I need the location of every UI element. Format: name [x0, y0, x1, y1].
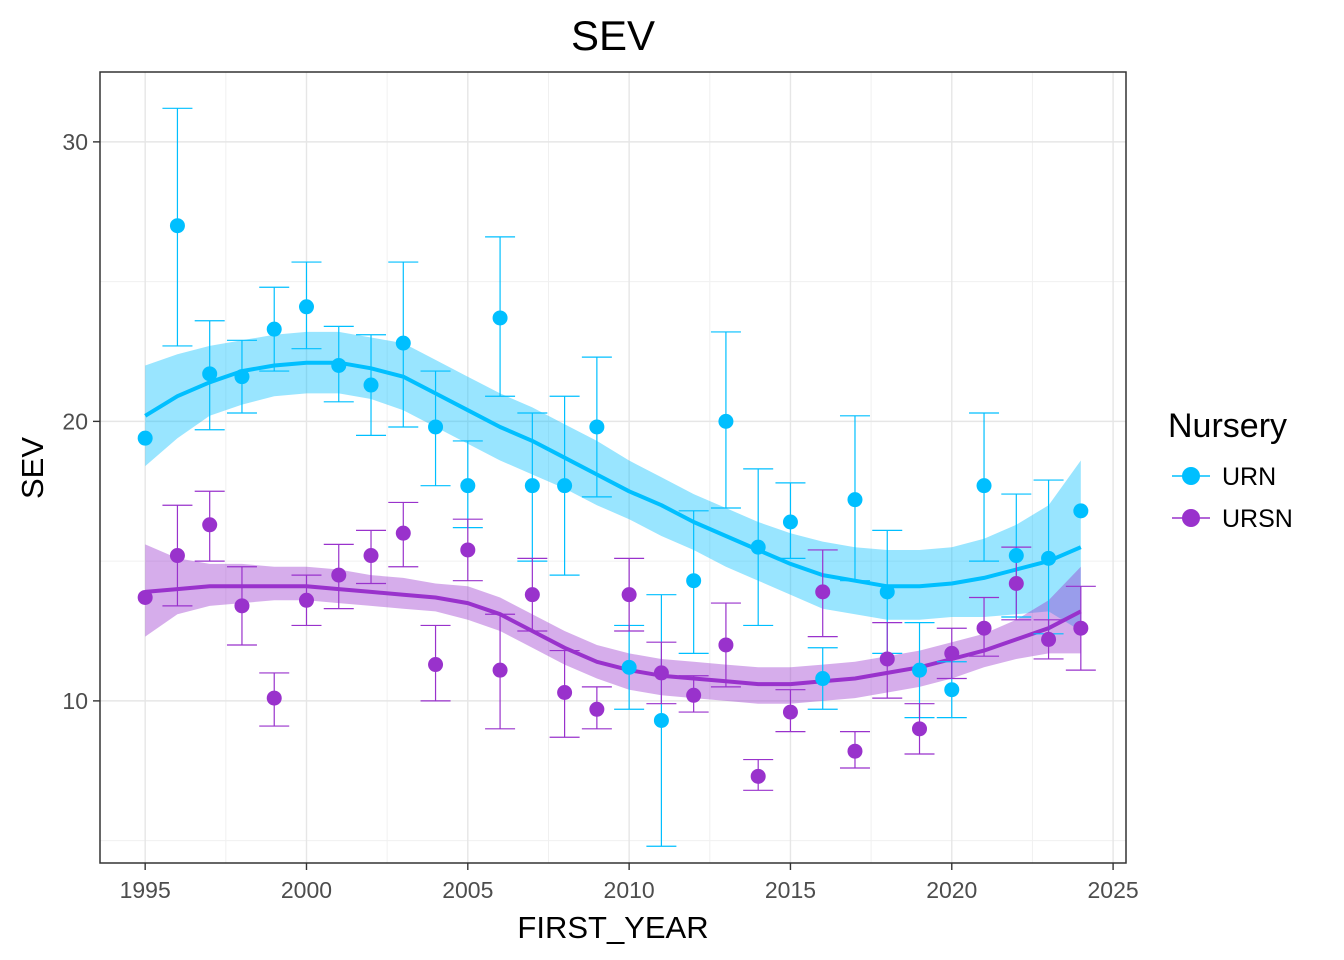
data-point-ursn	[944, 645, 960, 661]
data-point-ursn	[718, 637, 734, 653]
x-tick-label: 2010	[604, 877, 655, 903]
plot-border	[99, 71, 1127, 864]
data-point-ursn	[331, 567, 347, 583]
data-point-urn	[395, 335, 411, 351]
data-point-urn	[589, 419, 605, 435]
data-point-ursn	[782, 704, 798, 720]
x-tick-label: 2000	[281, 877, 332, 903]
x-tick-label: 1995	[120, 877, 171, 903]
data-point-ursn	[879, 651, 895, 667]
data-point-ursn	[653, 665, 669, 681]
data-point-urn	[460, 478, 476, 494]
data-point-ursn	[266, 690, 282, 706]
data-point-urn	[557, 478, 573, 494]
x-axis: 1995 2000 2005 2010 2015 2020 2025	[120, 863, 1139, 903]
y-axis: 10 20 30	[62, 129, 100, 714]
data-point-urn	[169, 218, 185, 234]
data-point-urn	[428, 419, 444, 435]
data-point-ursn	[395, 525, 411, 541]
y-tick-label: 20	[62, 408, 88, 434]
data-point-ursn	[234, 598, 250, 614]
x-tick-label: 2015	[765, 877, 816, 903]
data-point-ursn	[912, 721, 928, 737]
data-point-ursn	[589, 701, 605, 717]
data-point-urn	[524, 478, 540, 494]
data-point-ursn	[1008, 575, 1024, 591]
data-point-ursn	[137, 589, 153, 605]
data-point-urn	[912, 662, 928, 678]
data-point-urn	[686, 573, 702, 589]
chart-title: SEV	[571, 12, 655, 59]
legend-key-point	[1182, 509, 1200, 527]
data-point-urn	[815, 671, 831, 687]
data-point-ursn	[363, 548, 379, 564]
data-points	[137, 218, 1089, 784]
data-point-urn	[653, 712, 669, 728]
data-point-urn	[234, 369, 250, 385]
data-point-urn	[202, 366, 218, 382]
data-point-ursn	[1073, 620, 1089, 636]
legend: Nursery URN URSN	[1168, 407, 1293, 533]
data-point-urn	[1073, 503, 1089, 519]
data-point-ursn	[169, 548, 185, 564]
smooth-line-urn	[144, 360, 1082, 589]
data-point-urn	[750, 539, 766, 555]
legend-label: URSN	[1222, 505, 1293, 533]
data-point-ursn	[750, 768, 766, 784]
data-point-urn	[976, 478, 992, 494]
data-point-urn	[298, 299, 314, 315]
data-point-ursn	[815, 584, 831, 600]
x-tick-label: 2025	[1088, 877, 1139, 903]
plot-background	[100, 72, 1126, 863]
data-point-urn	[1008, 548, 1024, 564]
data-point-ursn	[976, 620, 992, 636]
data-point-ursn	[428, 657, 444, 673]
data-point-ursn	[1041, 631, 1057, 647]
legend-label: URN	[1222, 463, 1276, 491]
data-point-urn	[718, 413, 734, 429]
data-point-ursn	[298, 592, 314, 608]
legend-key-urn	[1172, 467, 1210, 485]
legend-key-ursn	[1172, 509, 1210, 527]
legend-key-point	[1182, 467, 1200, 485]
data-point-urn	[137, 430, 153, 446]
data-point-ursn	[202, 517, 218, 533]
data-point-ursn	[621, 587, 637, 603]
data-point-urn	[879, 584, 895, 600]
data-point-urn	[1041, 550, 1057, 566]
data-point-urn	[266, 321, 282, 337]
y-tick-label: 30	[62, 129, 88, 155]
data-point-ursn	[686, 687, 702, 703]
data-point-urn	[621, 659, 637, 675]
data-point-ursn	[460, 542, 476, 558]
data-point-urn	[331, 357, 347, 373]
legend-title: Nursery	[1168, 407, 1287, 445]
data-point-urn	[492, 310, 508, 326]
data-point-urn	[782, 514, 798, 530]
data-point-ursn	[557, 685, 573, 701]
x-axis-title: FIRST_YEAR	[517, 910, 708, 945]
data-point-ursn	[524, 587, 540, 603]
x-tick-label: 2005	[442, 877, 493, 903]
x-tick-label: 2020	[926, 877, 977, 903]
grid	[100, 72, 1126, 863]
data-point-urn	[944, 682, 960, 698]
data-point-urn	[847, 492, 863, 508]
data-point-urn	[363, 377, 379, 393]
y-tick-label: 10	[62, 688, 88, 714]
confidence-band-ursn	[145, 544, 1081, 704]
data-point-ursn	[847, 743, 863, 759]
data-point-ursn	[492, 662, 508, 678]
y-axis-title: SEV	[15, 437, 50, 499]
